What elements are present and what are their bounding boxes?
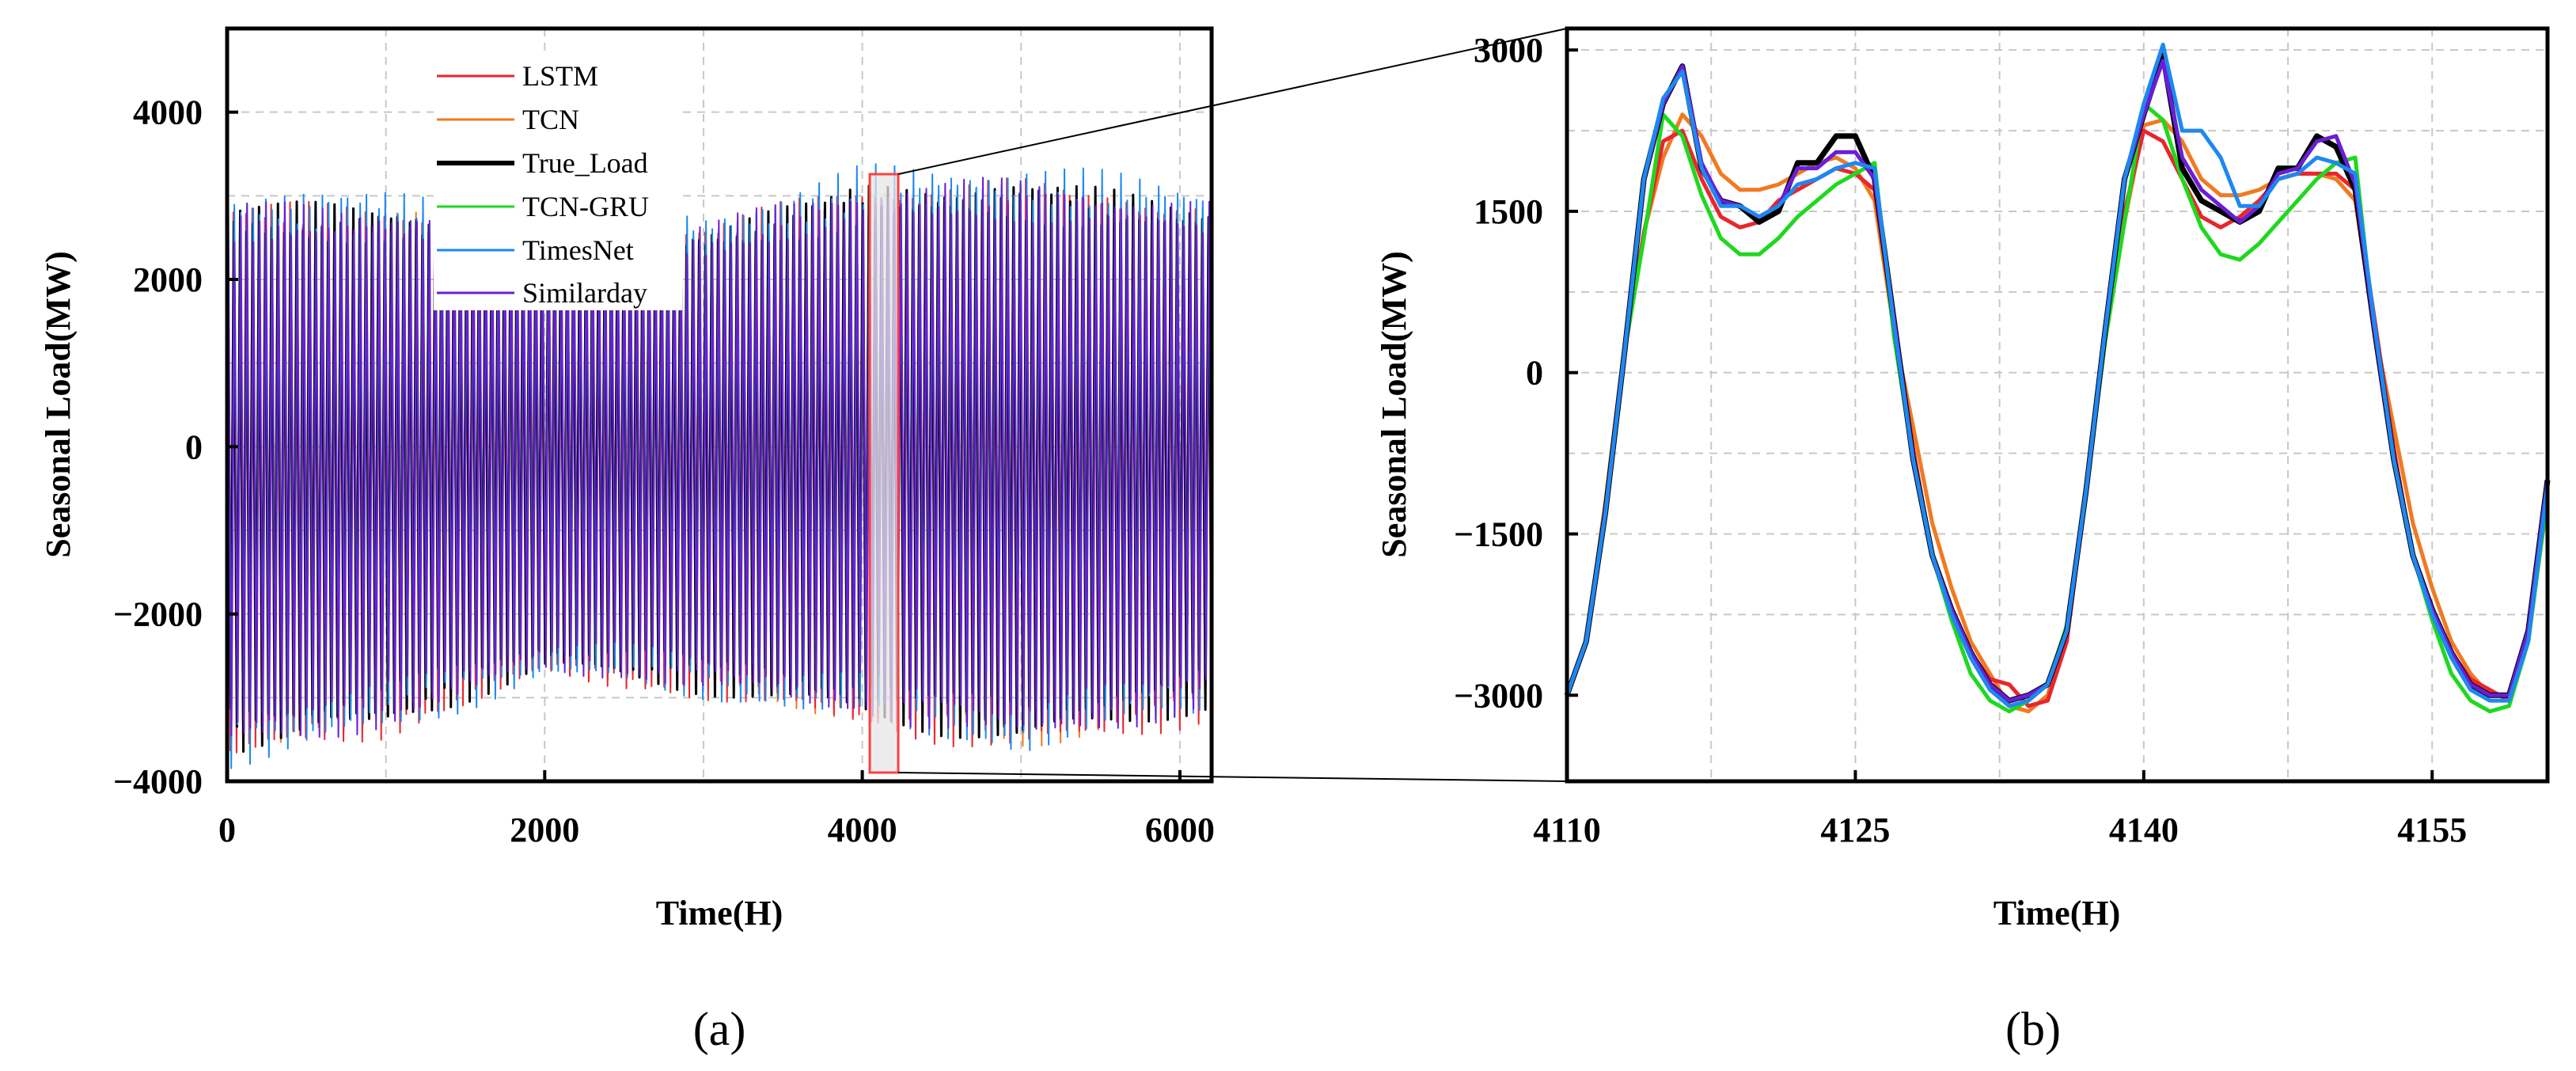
legend-label-similarday: Similarday bbox=[522, 277, 647, 309]
chart-b-series-area bbox=[1564, 42, 2551, 714]
chart-b-x-tick-label: 4110 bbox=[1533, 811, 1601, 849]
chart-b-y-tick-label: 1500 bbox=[1474, 192, 1543, 231]
chart-a-y-axis-title: Seasonal Load(MW) bbox=[39, 251, 78, 557]
legend-box bbox=[434, 54, 682, 310]
legend-label-lstm: LSTM bbox=[522, 60, 598, 92]
chart-a-ticks: 0 2000 4000 6000 −4000 −2000 0 2000 4000 bbox=[113, 93, 1215, 849]
chart-b-y-tick-label: −3000 bbox=[1454, 676, 1543, 715]
chart-a-x-tick-label: 4000 bbox=[828, 811, 897, 849]
chart-a-x-tick-label: 2000 bbox=[510, 811, 579, 849]
legend-label-true-load: True_Load bbox=[522, 147, 648, 179]
chart-a-y-tick-label: 0 bbox=[185, 427, 203, 466]
chart-a-series-area bbox=[226, 163, 1213, 769]
chart-b: 4110 4125 4140 4155 −3000 −1500 0 1500 3000 Time… bbox=[1375, 26, 2551, 1055]
legend-label-timesnet: TimesNet bbox=[522, 234, 634, 266]
legend-label-tcn: TCN bbox=[522, 104, 579, 135]
chart-b-y-tick-label: 0 bbox=[1526, 354, 1543, 393]
chart-a-y-tick-label: −2000 bbox=[113, 595, 203, 634]
chart-b-series-true-load bbox=[1564, 52, 2551, 704]
panel-label-b: (b) bbox=[2005, 1003, 2061, 1055]
legend-label-tcn-gru: TCN-GRU bbox=[522, 191, 649, 222]
chart-b-x-tick-label: 4125 bbox=[1820, 811, 1890, 849]
chart-a-x-tick-label: 0 bbox=[218, 811, 236, 849]
chart-a-y-tick-label: 4000 bbox=[133, 93, 203, 132]
chart-b-y-axis-title: Seasonal Load(MW) bbox=[1375, 251, 1413, 557]
chart-a-x-tick-label: 6000 bbox=[1145, 811, 1215, 849]
chart-b-x-axis-title: Time(H) bbox=[1994, 894, 2121, 932]
zoom-connector-bottom bbox=[897, 772, 1568, 782]
chart-b-series-lstm bbox=[1565, 128, 2550, 708]
chart-b-frame bbox=[1565, 26, 2550, 784]
chart-a-frame bbox=[225, 26, 1214, 784]
chart-a-y-tick-label: −4000 bbox=[113, 762, 203, 801]
chart-b-x-tick-label: 4140 bbox=[2109, 811, 2179, 849]
zoom-connector-top bbox=[897, 28, 1568, 175]
chart-a-y-tick-label: 2000 bbox=[133, 260, 203, 299]
chart-a-legend: LSTM TCN True_Load TCN-GRU TimesNet Simi… bbox=[434, 54, 682, 310]
chart-a-series-similarday bbox=[227, 177, 1213, 738]
zoom-region-highlight bbox=[868, 173, 900, 774]
chart-b-x-tick-label: 4155 bbox=[2397, 811, 2467, 849]
chart-b-y-tick-label: 3000 bbox=[1474, 31, 1543, 70]
chart-a: 0 2000 4000 6000 −4000 −2000 0 2000 4000 LSTM TC… bbox=[39, 26, 1215, 1055]
panel-label-a: (a) bbox=[693, 1003, 746, 1055]
chart-b-y-tick-label: −1500 bbox=[1454, 515, 1543, 554]
chart-a-x-axis-title: Time(H) bbox=[656, 894, 783, 932]
chart-b-series-timesnet bbox=[1565, 42, 2550, 708]
chart-b-ticks: 4110 4125 4140 4155 −3000 −1500 0 1500 3000 bbox=[1454, 31, 2467, 849]
